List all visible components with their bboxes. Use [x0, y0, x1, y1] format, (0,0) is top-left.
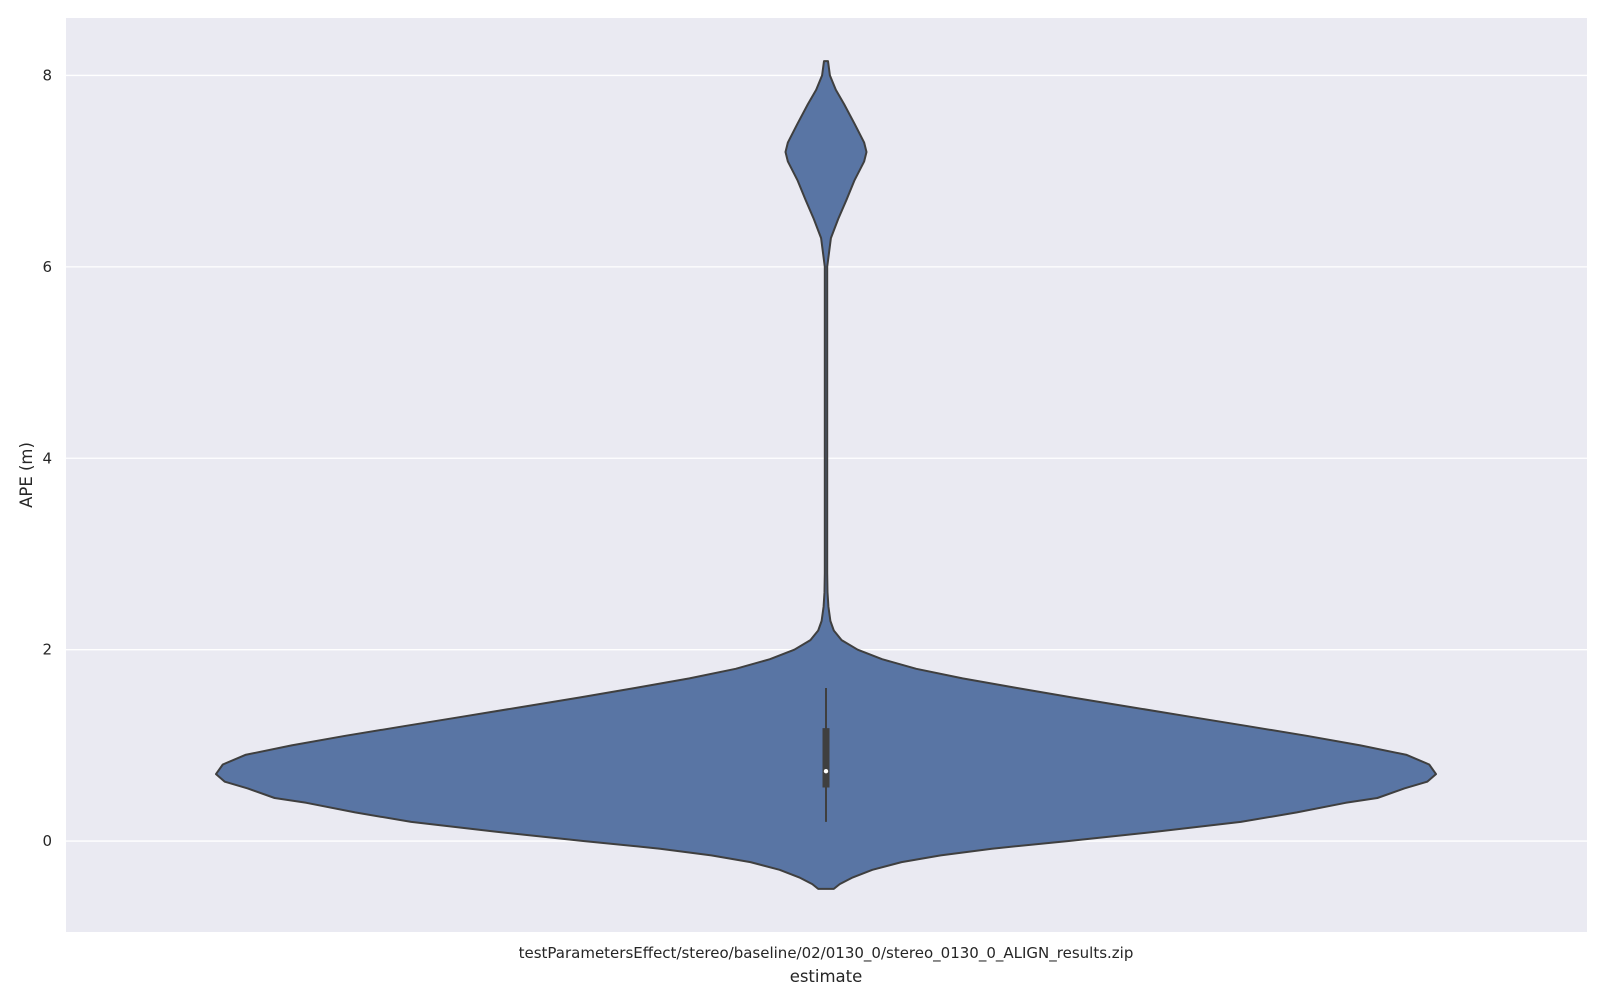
y-tick-label-2: 2 [42, 641, 52, 659]
y-tick-label-4: 4 [42, 449, 52, 467]
x-category-label: testParametersEffect/stereo/baseline/02/… [519, 944, 1134, 963]
x-axis-label: estimate [790, 967, 863, 986]
y-tick-label-0: 0 [42, 832, 52, 850]
median-marker [823, 769, 829, 774]
y-tick-label-8: 8 [42, 66, 52, 84]
violin-body [215, 60, 1437, 890]
violin-layer [215, 60, 1437, 890]
y-tick-label-6: 6 [42, 258, 52, 276]
y-axis-label: APE (m) [17, 442, 36, 508]
y-tick-labels: 0 2 4 6 8 [42, 66, 52, 850]
